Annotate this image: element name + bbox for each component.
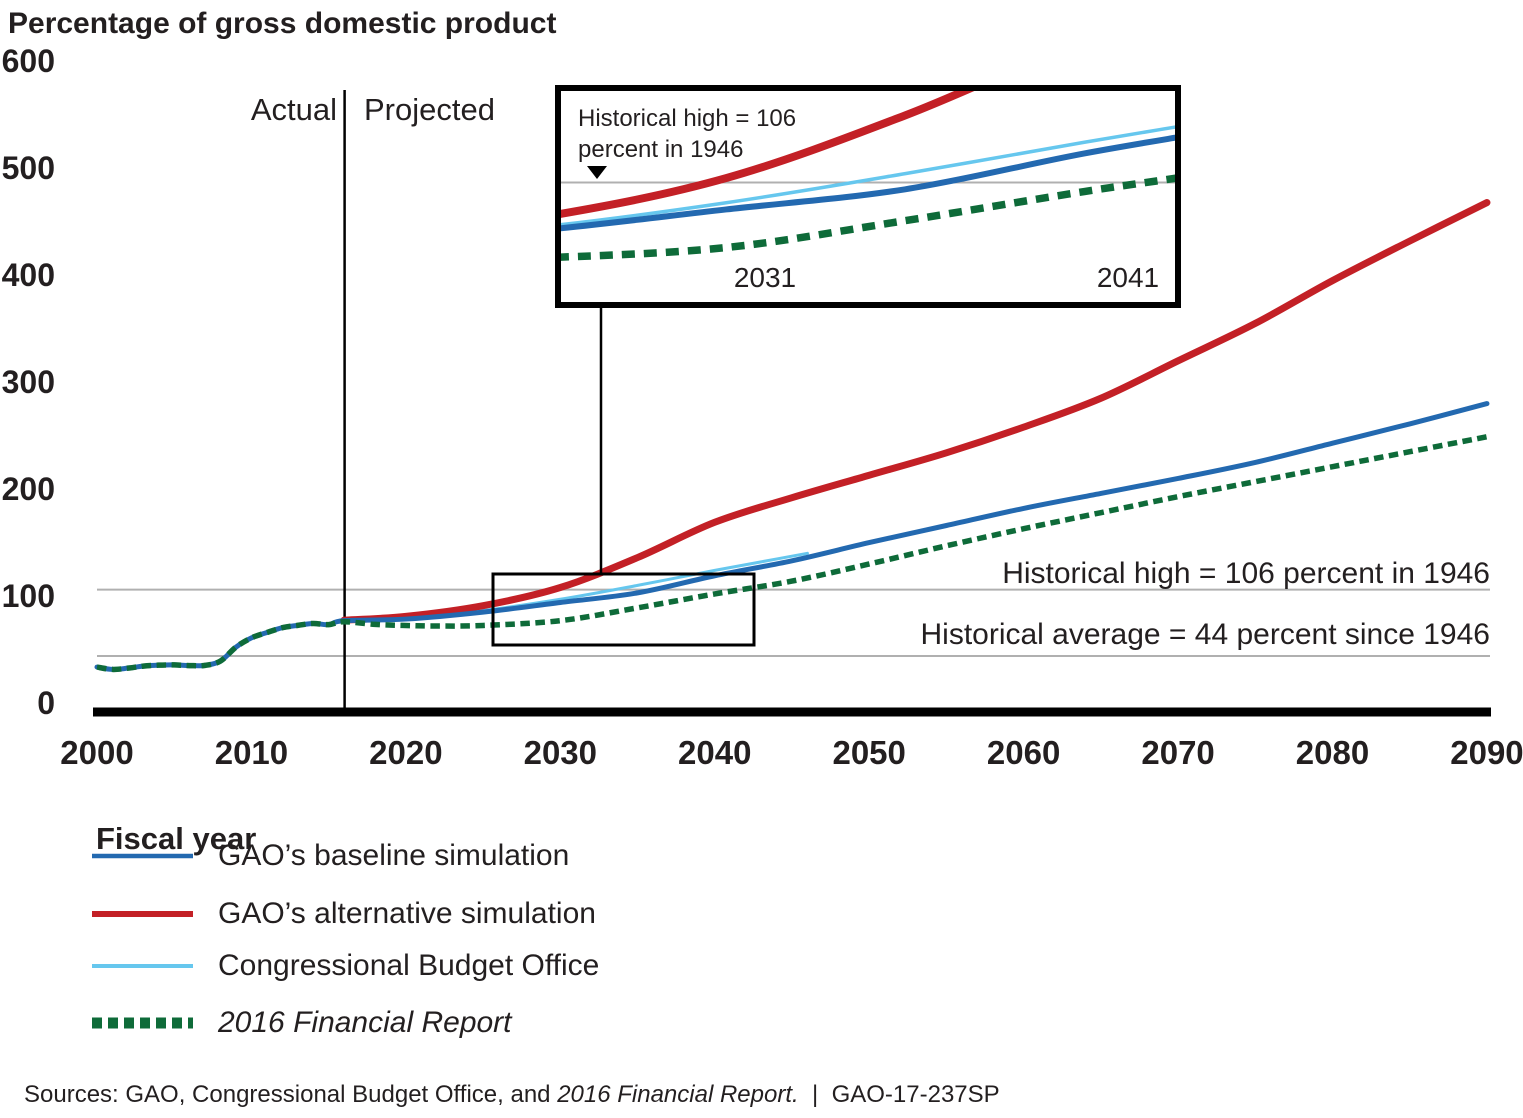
inset-content xyxy=(561,91,1175,261)
y-tick-label-500: 500 xyxy=(1,150,55,187)
legend-swatch-financial_report xyxy=(92,1017,193,1029)
source-suffix: | GAO-17-237SP xyxy=(798,1081,1000,1108)
projected-region-label: Projected xyxy=(364,92,495,127)
series-line-cbo xyxy=(358,551,809,622)
inset-series-line-baseline xyxy=(561,134,1175,232)
debt-to-gdp-plot xyxy=(93,85,1491,717)
x-tick-label-2050: 2050 xyxy=(832,734,906,771)
zoom-region-rect xyxy=(491,572,756,647)
legend-label-alternative: GAO’s alternative simulation xyxy=(218,897,596,930)
x-tick-label-2080: 2080 xyxy=(1295,734,1370,771)
x-tick-label-2010: 2010 xyxy=(214,734,289,771)
actual-region-label: Actual xyxy=(250,92,337,127)
y-tick-label-100: 100 xyxy=(1,578,55,615)
historical-average-annotation: Historical average = 44 percent since 19… xyxy=(920,618,1490,651)
legend-item-financial_report: 2016 Financial Report xyxy=(92,1005,512,1041)
inset-annotation: Historical high = 106 percent in 1946 xyxy=(578,103,796,165)
x-tick-label-2000: 2000 xyxy=(60,734,134,771)
historical-high-annotation: Historical high = 106 percent in 1946 xyxy=(1002,557,1490,590)
x-tick-label-2070: 2070 xyxy=(1141,734,1215,771)
x-tick-label-2020: 2020 xyxy=(369,734,443,771)
x-tick-label-2030: 2030 xyxy=(523,734,598,771)
legend-label-cbo: Congressional Budget Office xyxy=(218,949,600,982)
x-tick-label-2060: 2060 xyxy=(986,734,1061,771)
y-tick-label-600: 600 xyxy=(1,43,55,80)
inset-series-line-alternative xyxy=(561,91,975,218)
legend-label-baseline: GAO’s baseline simulation xyxy=(218,839,570,872)
down-triangle-icon xyxy=(587,166,607,179)
x-tick-label-2040: 2040 xyxy=(678,734,752,771)
inset-series-line-cbo xyxy=(561,125,1175,227)
y-tick-label-0: 0 xyxy=(37,685,55,721)
x-tick-label-2090: 2090 xyxy=(1450,734,1523,771)
inset-year-label-2031: 2031 xyxy=(733,262,797,293)
legend-swatch-cbo xyxy=(92,964,193,968)
inset-series-line-financial_report xyxy=(561,174,1175,261)
y-tick-label-200: 200 xyxy=(1,471,55,508)
y-tick-label-400: 400 xyxy=(1,257,55,294)
series-line-alternative xyxy=(340,199,1491,624)
chart-title: Percentage of gross domestic product xyxy=(8,7,557,40)
legend-swatch-alternative xyxy=(92,911,193,917)
legend-label-financial_report: 2016 Financial Report xyxy=(218,1006,512,1039)
series-line-financial_report xyxy=(96,434,1488,673)
source-report-name: 2016 Financial Report. xyxy=(557,1081,799,1108)
source-note: Sources: GAO, Congressional Budget Offic… xyxy=(24,1081,1000,1109)
y-tick-label-300: 300 xyxy=(1,364,55,401)
inset-year-label-2041: 2041 xyxy=(1096,262,1160,293)
inset-border xyxy=(555,85,1181,308)
inset-annotation-line2: percent in 1946 xyxy=(578,136,744,163)
inset-annotation-line1: Historical high = 106 xyxy=(578,105,797,132)
legend-item-alternative: GAO’s alternative simulation xyxy=(92,896,596,932)
x-axis-title: Fiscal year xyxy=(96,821,257,856)
legend-item-cbo: Congressional Budget Office xyxy=(92,948,599,984)
legend-swatch-baseline xyxy=(92,853,193,859)
legend-item-baseline: GAO’s baseline simulation xyxy=(92,838,569,874)
source-prefix: Sources: GAO, Congressional Budget Offic… xyxy=(24,1081,558,1108)
